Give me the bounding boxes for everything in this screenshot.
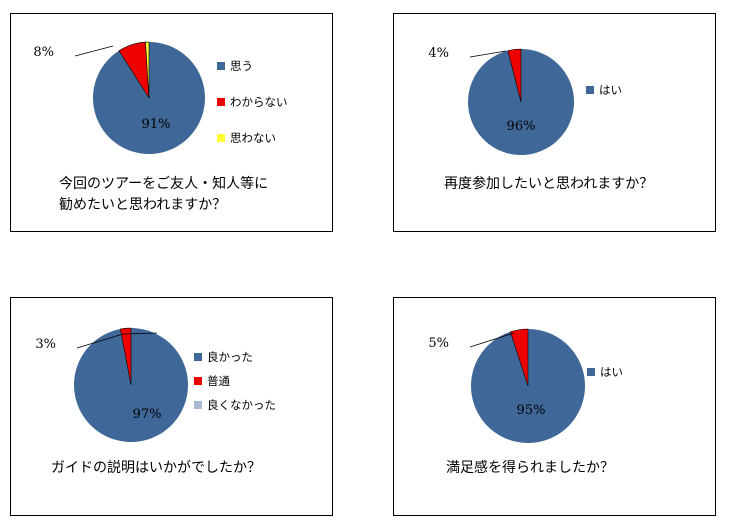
legend-swatch <box>587 368 595 376</box>
legend-item: わからない <box>217 94 288 110</box>
legend-label: はい <box>600 365 623 379</box>
legend-label: 良かった <box>207 350 253 364</box>
legend-label: 良くなかった <box>207 398 276 412</box>
legend-item: 良かった <box>194 349 253 365</box>
pie-chart: 97% 3% <box>35 327 189 442</box>
data-label: 4% <box>428 46 449 61</box>
legend-swatch <box>586 86 594 94</box>
chart-title: 満足感を得られましたか？ <box>446 460 614 476</box>
pie-chart: 91% 8% <box>33 41 206 154</box>
legend-swatch <box>194 377 202 385</box>
data-label: 91% <box>142 117 171 132</box>
chart-panel-repeat: 96% 4% はい 再度参加したいと思われますか？ <box>393 13 716 232</box>
chart-panel-satisfaction: 95% 5% はい 満足感を得られましたか？ <box>393 297 716 516</box>
leader-line <box>469 332 515 348</box>
legend-item: 良くなかった <box>194 397 276 413</box>
data-label: 97% <box>133 407 162 422</box>
pie-chart: 95% 5% <box>428 328 586 443</box>
chart-title: 今回のツアーをご友人・知人等に 勧めたいと思われますか？ <box>59 176 269 213</box>
pie-chart: 96% 4% <box>428 46 575 155</box>
pie-slice <box>507 48 522 103</box>
legend-label: 思わない <box>230 131 276 145</box>
leader-line <box>76 332 158 349</box>
pie-slice <box>119 327 132 386</box>
legend-item: はい <box>587 364 623 380</box>
data-label: 96% <box>507 119 536 134</box>
chart-panel-guide: 97% 3% 良かった普通良くなかった ガイドの説明はいかがでしたか？ <box>10 297 333 516</box>
leader-line <box>469 50 507 58</box>
legend-swatch <box>194 401 202 409</box>
chart-title: ガイドの説明はいかがでしたか？ <box>51 460 261 476</box>
chart-panel-recommend: 91% 8% 思うわからない思わない 今回のツアーをご友人・知人等に 勧めたいと思… <box>10 13 333 232</box>
legend-swatch <box>217 98 225 106</box>
legend-item: 普通 <box>194 373 230 389</box>
chart-title: 再度参加したいと思われますか？ <box>444 176 654 192</box>
legend-swatch <box>194 353 202 361</box>
data-label: 95% <box>517 403 546 418</box>
legend-label: はい <box>599 83 622 97</box>
legend-label: 普通 <box>207 374 230 388</box>
leader-line <box>74 45 114 57</box>
legend-label: わからない <box>230 95 288 109</box>
data-label: 3% <box>35 337 56 352</box>
legend-swatch <box>217 134 225 142</box>
pie-slice <box>145 41 150 99</box>
legend-item: 思わない <box>217 130 276 146</box>
legend-item: はい <box>586 82 622 98</box>
pie-slice <box>510 328 529 387</box>
legend-label: 思う <box>230 59 253 73</box>
data-label: 5% <box>428 336 449 351</box>
legend-item: 思う <box>217 58 253 74</box>
legend-swatch <box>217 62 225 70</box>
data-label: 8% <box>33 45 54 60</box>
